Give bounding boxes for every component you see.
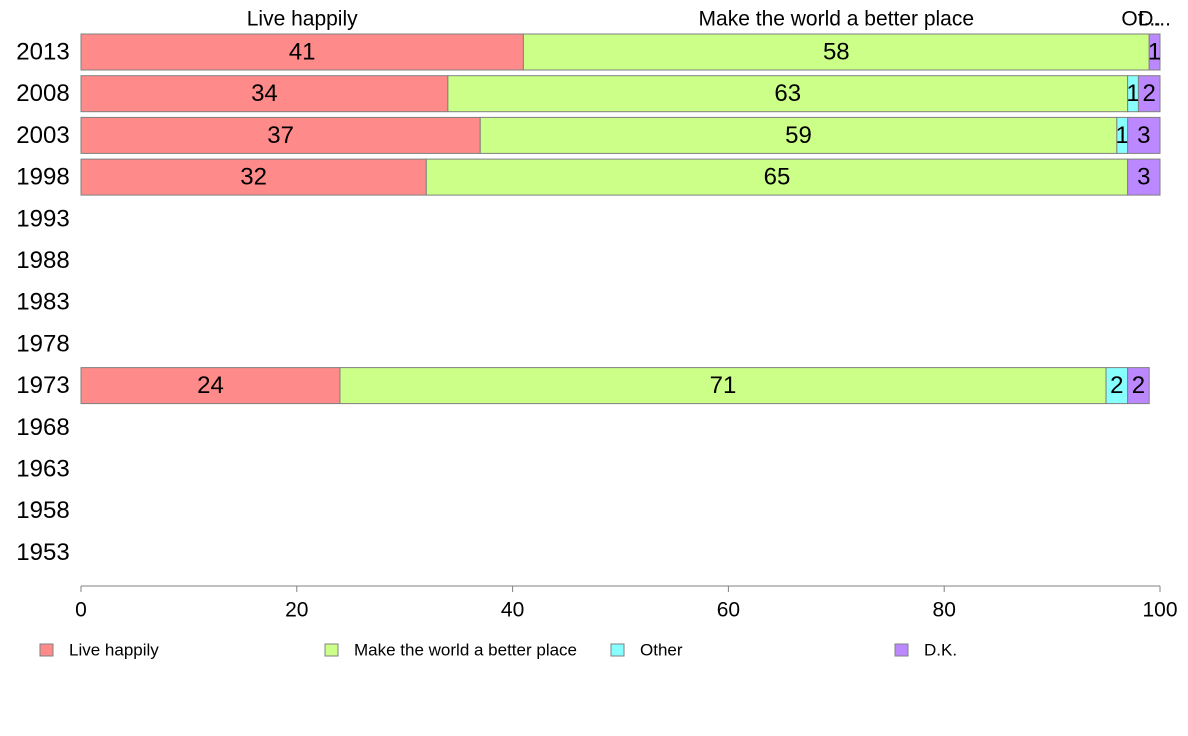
bar-value-label: 24 xyxy=(197,372,224,399)
bar-segment xyxy=(1127,158,1161,196)
year-label-2008: 2008 xyxy=(16,80,69,107)
bar-value-label: 2 xyxy=(1132,372,1145,399)
column-header-0: Live happily xyxy=(247,8,358,31)
bar-segment xyxy=(80,75,449,113)
year-label-1988: 1988 xyxy=(16,247,69,274)
bar-segment xyxy=(1127,116,1161,154)
bar-value-label: 1 xyxy=(1126,80,1139,107)
bar-segment xyxy=(447,75,1129,113)
year-label-2003: 2003 xyxy=(16,122,69,149)
bar-segment xyxy=(1148,33,1161,71)
bar-segment xyxy=(80,158,427,196)
year-label-1968: 1968 xyxy=(16,414,69,441)
bar-value-label: 59 xyxy=(785,122,812,149)
year-label-1963: 1963 xyxy=(16,456,69,483)
legend-label: Other xyxy=(640,641,683,660)
column-header-1: Make the world a better place xyxy=(699,8,974,31)
year-label-1953: 1953 xyxy=(16,539,69,566)
year-label-2013: 2013 xyxy=(16,39,69,66)
bar-value-label: 41 xyxy=(289,39,316,66)
x-tick-label: 80 xyxy=(933,599,956,622)
year-label-1983: 1983 xyxy=(16,289,69,316)
bar-value-label: 34 xyxy=(251,80,278,107)
x-tick-label: 100 xyxy=(1142,599,1177,622)
legend-swatch xyxy=(610,643,625,657)
column-header-2: Ot... xyxy=(1121,8,1161,31)
x-tick-label: 40 xyxy=(501,599,524,622)
legend-label: Live happily xyxy=(69,641,159,660)
x-tick-label: 60 xyxy=(717,599,740,622)
bar-value-label: 37 xyxy=(267,122,294,149)
bar-segment xyxy=(522,33,1150,71)
x-tick-label: 20 xyxy=(285,599,308,622)
bar-segment xyxy=(479,116,1118,154)
bar-value-label: 1 xyxy=(1116,122,1129,149)
legend-swatch xyxy=(324,643,339,657)
bar-value-label: 65 xyxy=(764,164,791,191)
year-label-1998: 1998 xyxy=(16,164,69,191)
x-tick-label: 0 xyxy=(75,599,87,622)
year-label-1993: 1993 xyxy=(16,205,69,232)
legend-swatch xyxy=(894,643,909,657)
year-label-1958: 1958 xyxy=(16,497,69,524)
year-label-1973: 1973 xyxy=(16,372,69,399)
bar-value-label: 3 xyxy=(1137,122,1150,149)
bar-value-label: 32 xyxy=(240,164,267,191)
bar-segment xyxy=(80,367,341,405)
year-label-1978: 1978 xyxy=(16,330,69,357)
legend-label: Make the world a better place xyxy=(354,641,577,660)
bar-value-label: 2 xyxy=(1110,372,1123,399)
bar-segment xyxy=(1127,367,1150,405)
bar-segment xyxy=(339,367,1107,405)
bar-value-label: 3 xyxy=(1137,164,1150,191)
column-header-3: D... xyxy=(1138,8,1171,31)
bar-value-label: 63 xyxy=(774,80,801,107)
bar-segment xyxy=(425,158,1129,196)
bar-value-label: 1 xyxy=(1148,39,1161,66)
bar-value-label: 58 xyxy=(823,39,850,66)
bar-value-label: 71 xyxy=(710,372,737,399)
bar-value-label: 2 xyxy=(1143,80,1156,107)
legend-label: D.K. xyxy=(924,641,957,660)
bar-segment xyxy=(1137,75,1161,113)
legend-swatch xyxy=(39,643,54,657)
